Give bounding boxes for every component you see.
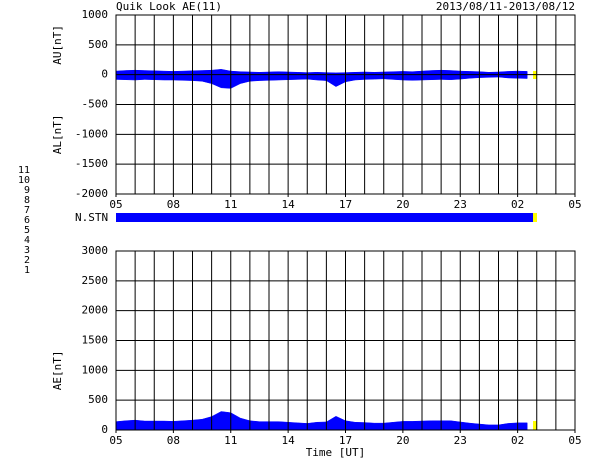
station-count: 4 [24,235,30,246]
y-axis-label: AE[nT] [51,350,64,390]
y-tick-label: 3000 [82,244,109,257]
station-count: 11 [18,165,30,176]
x-tick-label: 05 [109,198,122,211]
x-tick-label: 11 [224,198,237,211]
station-count: 1 [24,265,30,276]
y-tick-label: 0 [101,423,108,436]
station-count: 10 [18,175,30,186]
date-range: 2013/08/11-2013/08/12 [436,0,575,13]
x-tick-label: 14 [282,198,296,211]
y-tick-label: 2000 [82,304,109,317]
station-count: 3 [24,245,30,256]
x-tick-label: 02 [511,434,524,447]
y-axis-label: AU[nT] [51,25,64,65]
y-tick-label: 1500 [82,334,109,347]
y-tick-label: 500 [88,38,108,51]
station-count: 5 [24,225,30,236]
x-tick-label: 20 [396,434,409,447]
realtime-marker [533,421,537,430]
y-tick-label: 1000 [82,363,109,376]
nstn-bar-end [533,213,537,222]
x-tick-label: 17 [339,434,352,447]
x-tick-label: 02 [511,198,524,211]
y-tick-label: 500 [88,393,108,406]
nstn-label: N.STN [75,211,108,224]
x-tick-label: 17 [339,198,352,211]
y-tick-label: -1500 [75,157,108,170]
station-count: 9 [24,185,30,196]
x-tick-label: 23 [454,434,467,447]
nstn-bar [116,213,533,222]
station-count: 6 [24,215,30,226]
x-tick-label: 05 [568,434,581,447]
x-tick-label: 23 [454,198,467,211]
station-count: 7 [24,205,30,216]
y-tick-label: -1000 [75,127,108,140]
x-tick-label: 05 [109,434,122,447]
y-tick-label: 0 [101,68,108,81]
y-tick-label: -2000 [75,187,108,200]
chart-title: Quik Look AE(11) [116,0,222,13]
y-axis-label: AL[nT] [51,114,64,154]
x-tick-label: 05 [568,198,581,211]
x-axis-label: Time [UT] [306,446,366,459]
x-tick-label: 20 [396,198,409,211]
station-count: 8 [24,195,30,206]
x-tick-label: 14 [282,434,296,447]
y-tick-label: 1000 [82,8,109,21]
x-tick-label: 11 [224,434,237,447]
y-tick-label: -500 [82,98,109,111]
x-tick-label: 08 [167,198,180,211]
x-tick-label: 08 [167,434,180,447]
station-count: 2 [24,255,30,266]
y-tick-label: 2500 [82,274,109,287]
